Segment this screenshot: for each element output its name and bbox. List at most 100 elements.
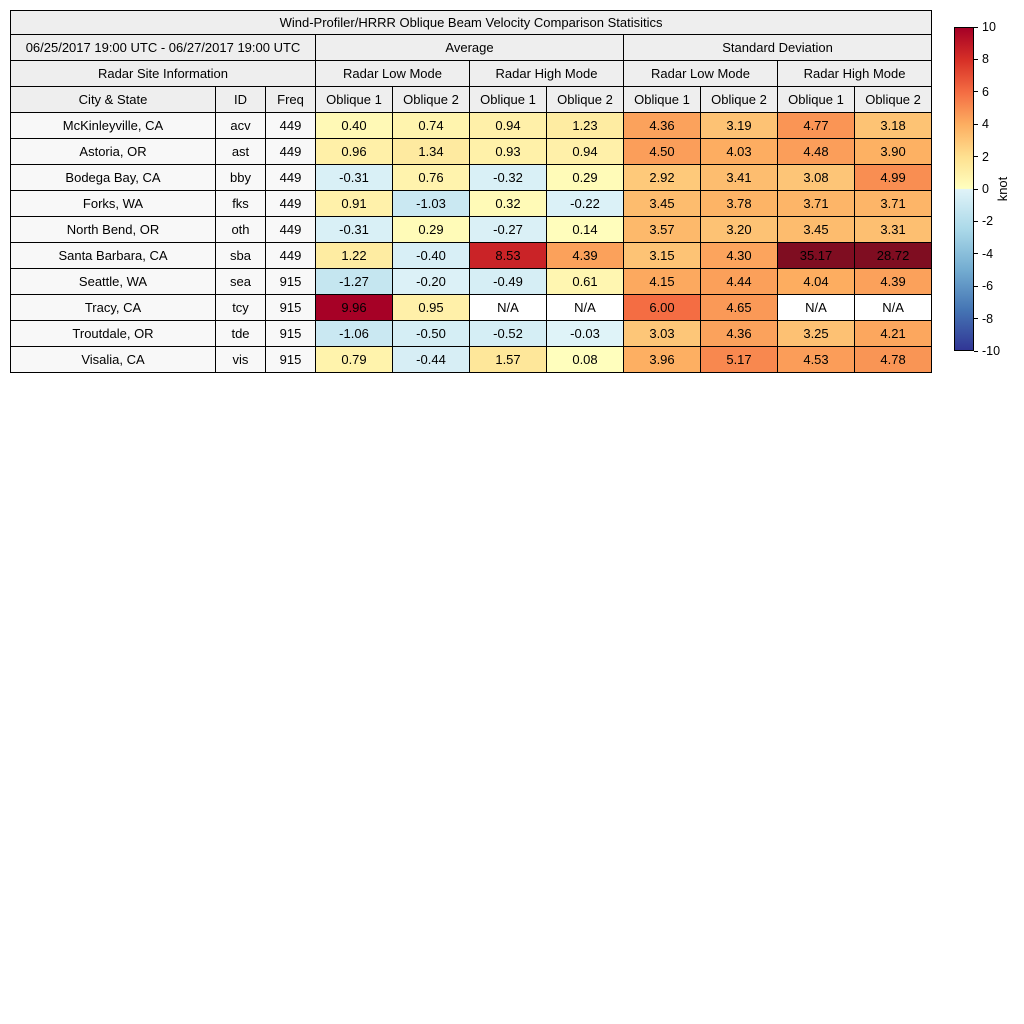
- value-cell: 0.93: [469, 138, 547, 165]
- colorbar-tickmark-icon: [974, 188, 978, 190]
- site-id-cell: tde: [215, 320, 266, 347]
- colorbar-tickmark-icon: [974, 156, 978, 158]
- city-state-cell: Santa Barbara, CA: [10, 242, 216, 269]
- site-id-cell: acv: [215, 112, 266, 139]
- value-cell: 0.32: [469, 190, 547, 217]
- value-cell: 3.08: [777, 164, 855, 191]
- freq-cell: 915: [265, 346, 316, 373]
- value-cell: 4.65: [700, 294, 778, 321]
- col-header-oblique2: Oblique 2: [392, 86, 470, 113]
- city-state-cell: North Bend, OR: [10, 216, 216, 243]
- value-cell: 5.17: [700, 346, 778, 373]
- freq-cell: 915: [265, 320, 316, 347]
- value-cell: 3.18: [853, 112, 933, 139]
- table-row: Santa Barbara, CA sba 449 1.22 -0.40 8.53 4.39…: [10, 242, 933, 269]
- col-header-oblique1: Oblique 1: [469, 86, 547, 113]
- table-row: Tracy, CA tcy 915 9.96 0.95 N/A N/A 6.00 4.65 N/A…: [10, 294, 933, 321]
- value-cell: 3.90: [853, 138, 933, 165]
- value-cell: 35.17: [777, 242, 855, 269]
- freq-cell: 915: [265, 294, 316, 321]
- site-id-cell: ast: [215, 138, 266, 165]
- table-row: Forks, WA fks 449 0.91 -1.03 0.32 -0.22 3.45 3.7…: [10, 190, 933, 217]
- site-id-cell: fks: [215, 190, 266, 217]
- site-id-cell: bby: [215, 164, 266, 191]
- colorbar-tick: -8: [974, 312, 993, 326]
- col-header-oblique1: Oblique 1: [623, 86, 701, 113]
- colorbar-tick: 10: [974, 20, 996, 34]
- table-row: Visalia, CA vis 915 0.79 -0.44 1.57 0.08 3.96 5.…: [10, 346, 933, 373]
- col-header-oblique1: Oblique 1: [315, 86, 393, 113]
- value-cell: -0.44: [392, 346, 470, 373]
- colorbar-tickmark-icon: [974, 285, 978, 287]
- freq-cell: 449: [265, 242, 316, 269]
- value-cell: -0.49: [469, 268, 547, 295]
- value-cell: 3.71: [777, 190, 855, 217]
- colorbar-tick: -4: [974, 247, 993, 261]
- group-header-row: 06/25/2017 19:00 UTC - 06/27/2017 19:00 …: [10, 34, 933, 61]
- value-cell: 1.57: [469, 346, 547, 373]
- col-header-oblique1: Oblique 1: [777, 86, 855, 113]
- table-row: Troutdale, OR tde 915 -1.06 -0.50 -0.52 -0.03 3…: [10, 320, 933, 347]
- value-cell: 0.14: [546, 216, 624, 243]
- value-cell: N/A: [853, 294, 933, 321]
- value-cell: 3.19: [700, 112, 778, 139]
- colorbar-tick: 8: [974, 52, 989, 66]
- city-state-cell: Troutdale, OR: [10, 320, 216, 347]
- value-cell: -0.03: [546, 320, 624, 347]
- value-cell: 3.41: [700, 164, 778, 191]
- colorbar-tick-label: 8: [982, 52, 989, 67]
- table-row: North Bend, OR oth 449 -0.31 0.29 -0.27 0.14 3.…: [10, 216, 933, 243]
- value-cell: -1.03: [392, 190, 470, 217]
- value-cell: 0.94: [469, 112, 547, 139]
- city-state-cell: Visalia, CA: [10, 346, 216, 373]
- value-cell: 8.53: [469, 242, 547, 269]
- value-cell: -0.20: [392, 268, 470, 295]
- city-state-cell: McKinleyville, CA: [10, 112, 216, 139]
- value-cell: -1.06: [315, 320, 393, 347]
- value-cell: -0.50: [392, 320, 470, 347]
- value-cell: -0.40: [392, 242, 470, 269]
- date-range: 06/25/2017 19:00 UTC - 06/27/2017 19:00 …: [10, 34, 316, 61]
- colorbar-tick: -6: [974, 279, 993, 293]
- value-cell: 4.39: [853, 268, 933, 295]
- column-header-row: City & State ID Freq Oblique 1 Oblique 2…: [10, 86, 933, 113]
- avg-low-mode-label: Radar Low Mode: [315, 60, 470, 87]
- value-cell: 4.77: [777, 112, 855, 139]
- city-state-cell: Forks, WA: [10, 190, 216, 217]
- colorbar-tick-label: -6: [982, 279, 994, 294]
- value-cell: 0.96: [315, 138, 393, 165]
- sd-high-mode-label: Radar High Mode: [776, 60, 933, 87]
- value-cell: -0.31: [315, 216, 393, 243]
- colorbar-tick: 4: [974, 117, 989, 131]
- value-cell: -0.32: [469, 164, 547, 191]
- colorbar-tick: -10: [974, 344, 1000, 358]
- colorbar-tick-label: -4: [982, 246, 994, 261]
- colorbar-tick: 2: [974, 150, 989, 164]
- avg-high-mode-label: Radar High Mode: [469, 60, 624, 87]
- freq-cell: 915: [265, 268, 316, 295]
- title-row: Wind-Profiler/HRRR Oblique Beam Velocity…: [9, 10, 933, 35]
- value-cell: 4.30: [700, 242, 778, 269]
- freq-cell: 449: [265, 138, 316, 165]
- value-cell: 3.57: [623, 216, 701, 243]
- freq-cell: 449: [265, 164, 316, 191]
- site-info-label: Radar Site Information: [10, 60, 316, 87]
- colorbar-tickmark-icon: [974, 58, 978, 60]
- value-cell: 4.36: [623, 112, 701, 139]
- value-cell: 0.94: [546, 138, 624, 165]
- colorbar-tick-label: 0: [982, 182, 989, 196]
- colorbar-tick-label: -2: [982, 214, 994, 229]
- value-cell: 4.03: [700, 138, 778, 165]
- value-cell: 3.25: [777, 320, 855, 347]
- col-header-oblique2: Oblique 2: [700, 86, 778, 113]
- value-cell: 1.34: [392, 138, 470, 165]
- colorbar-tick: -2: [974, 214, 993, 228]
- colorbar-tick-label: -10: [982, 344, 1001, 358]
- table-row: Seattle, WA sea 915 -1.27 -0.20 -0.49 0.61 4.15…: [10, 268, 933, 295]
- colorbar-tickmark-icon: [974, 26, 978, 28]
- value-cell: 4.39: [546, 242, 624, 269]
- value-cell: 0.95: [392, 294, 470, 321]
- value-cell: 0.76: [392, 164, 470, 191]
- table-row: McKinleyville, CA acv 449 0.40 0.74 0.94 1.23 4…: [10, 112, 933, 139]
